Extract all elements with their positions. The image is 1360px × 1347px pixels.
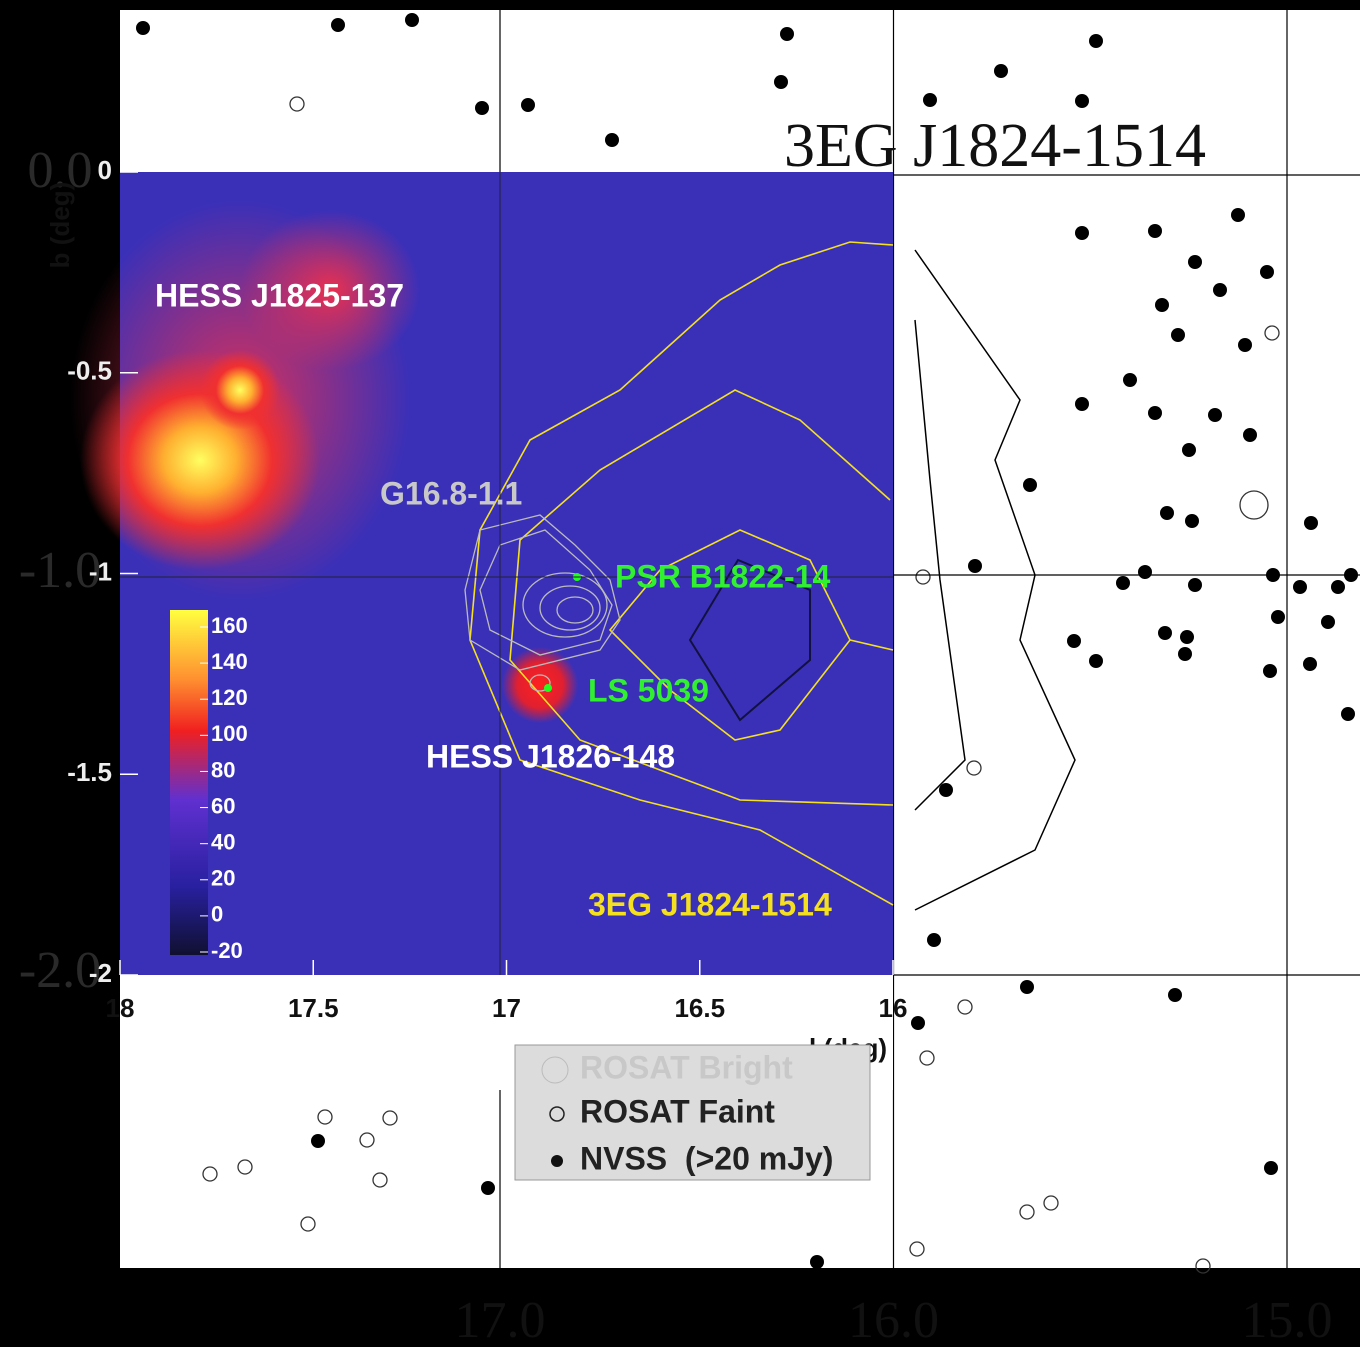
x-tick-label: 17.5 <box>288 993 339 1023</box>
source-label: PSR B1822-14 <box>615 558 830 594</box>
y-tick-label: -1 <box>89 556 112 586</box>
x-tick-label: 17 <box>492 993 521 1023</box>
colorbar-tick-label: 80 <box>211 757 235 782</box>
source-label: HESS J1826-148 <box>426 738 675 774</box>
y-axis-label: b (deg) <box>45 182 75 269</box>
legend-label: NVSS (>20 mJy) <box>580 1140 833 1176</box>
colorbar-tick-label: 160 <box>211 613 248 638</box>
title: 3EG J1824-1514 <box>784 112 1206 180</box>
x-tick-label: 15.0 <box>1242 1292 1333 1347</box>
source-label: G16.8-1.1 <box>380 475 522 511</box>
colorbar-tick-label: 0 <box>211 902 223 927</box>
colorbar-tick-label: 140 <box>211 649 248 674</box>
y-tick-label: 0 <box>98 155 112 185</box>
x-tick-label: 16.0 <box>848 1292 939 1347</box>
colorbar <box>170 610 208 955</box>
figure: 17.016.015.00.0-1.0-2.0 3EG J1824-1514 1… <box>0 0 1360 1347</box>
colorbar-tick-label: 120 <box>211 685 248 710</box>
x-tick-label: 18 <box>106 993 135 1023</box>
colorbar-tick-label: 100 <box>211 721 248 746</box>
x-tick-label: 17.0 <box>455 1292 546 1347</box>
source-label: HESS J1825-137 <box>155 277 404 313</box>
y-tick-label: -1.5 <box>67 757 112 787</box>
x-tick-label: 16 <box>879 993 908 1023</box>
source-label: 3EG J1824-1514 <box>588 886 832 922</box>
colorbar-tick-label: 20 <box>211 866 235 891</box>
colorbar-tick-label: -20 <box>211 938 243 963</box>
legend-label: ROSAT Faint <box>580 1093 775 1129</box>
x-tick-label: 16.5 <box>674 993 725 1023</box>
legend-label: ROSAT Bright <box>580 1049 793 1085</box>
colorbar-tick-label: 40 <box>211 829 235 854</box>
ls5039-marker <box>544 684 552 692</box>
y-tick-label: -0.5 <box>67 356 112 386</box>
source-label: LS 5039 <box>588 672 709 708</box>
y-tick-label: -2 <box>89 958 112 988</box>
colorbar-tick-label: 60 <box>211 793 235 818</box>
legend-marker <box>551 1155 563 1167</box>
